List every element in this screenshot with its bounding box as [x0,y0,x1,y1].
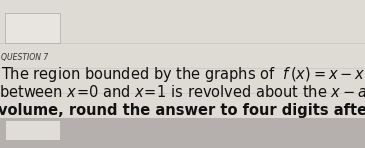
Bar [0,118,365,148]
Text: between $x\!=\!0$ and $x\!=\!1$ is revolved about the $x-axis$ . Find the result: between $x\!=\!0$ and $x\!=\!1$ is revol… [0,83,365,102]
Bar [5,120,60,140]
Text: The region bounded by the graphs of  $f\,(x)=x-x^2$  and   $g\,(x)=x-x^3$: The region bounded by the graphs of $f\,… [1,63,365,85]
Bar [5,13,60,43]
Text: volume, round the answer to four digits after the decimal signs.: volume, round the answer to four digits … [0,103,365,118]
Text: QUESTION 7: QUESTION 7 [1,53,49,62]
Bar [0,0,365,118]
